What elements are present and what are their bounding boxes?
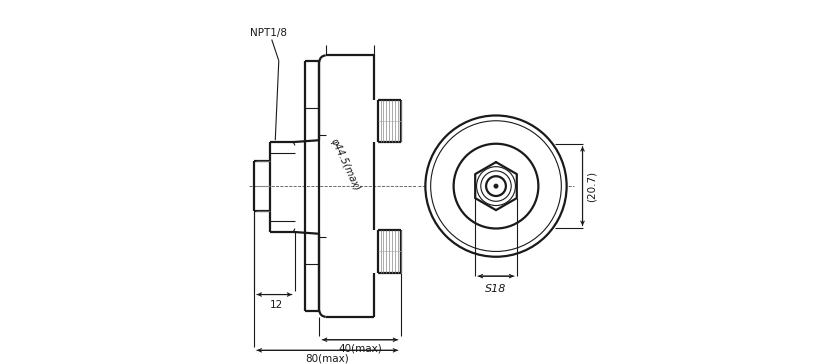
Text: (20.7): (20.7): [586, 171, 596, 202]
Text: S18: S18: [486, 284, 506, 294]
Circle shape: [494, 184, 498, 188]
Circle shape: [425, 115, 567, 257]
Circle shape: [453, 144, 539, 229]
Text: 40(max): 40(max): [338, 344, 382, 354]
Circle shape: [481, 171, 511, 201]
Circle shape: [477, 167, 515, 206]
Circle shape: [430, 121, 562, 252]
Circle shape: [487, 176, 506, 196]
Text: 80(max): 80(max): [306, 353, 349, 363]
Text: NPT1/8: NPT1/8: [249, 28, 287, 38]
Text: φ44.5(max): φ44.5(max): [329, 137, 362, 193]
Text: 12: 12: [269, 300, 282, 310]
